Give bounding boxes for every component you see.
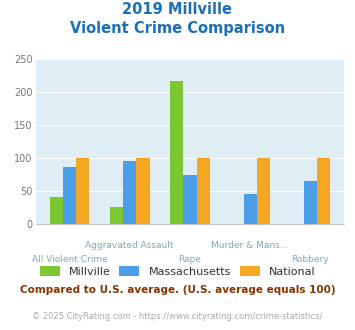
Text: Murder & Mans...: Murder & Mans... [212,241,289,250]
Text: Robbery: Robbery [291,255,329,264]
Text: Violent Crime Comparison: Violent Crime Comparison [70,21,285,36]
Bar [76,158,89,224]
Bar [170,81,183,224]
Bar [110,207,123,224]
Bar [63,167,76,224]
Bar [183,175,197,224]
Bar [123,161,136,224]
Bar [317,158,330,224]
Bar [257,158,270,224]
Bar [304,182,317,224]
Bar [136,158,149,224]
Legend: Millville, Massachusetts, National: Millville, Massachusetts, National [36,261,320,281]
Text: Rape: Rape [179,255,201,264]
Bar [197,158,210,224]
Text: Compared to U.S. average. (U.S. average equals 100): Compared to U.S. average. (U.S. average … [20,285,335,295]
Bar [50,197,63,224]
Text: © 2025 CityRating.com - https://www.cityrating.com/crime-statistics/: © 2025 CityRating.com - https://www.city… [32,312,323,321]
Text: Aggravated Assault: Aggravated Assault [86,241,174,250]
Bar [244,194,257,224]
Text: All Violent Crime: All Violent Crime [32,255,107,264]
Text: 2019 Millville: 2019 Millville [122,2,233,16]
